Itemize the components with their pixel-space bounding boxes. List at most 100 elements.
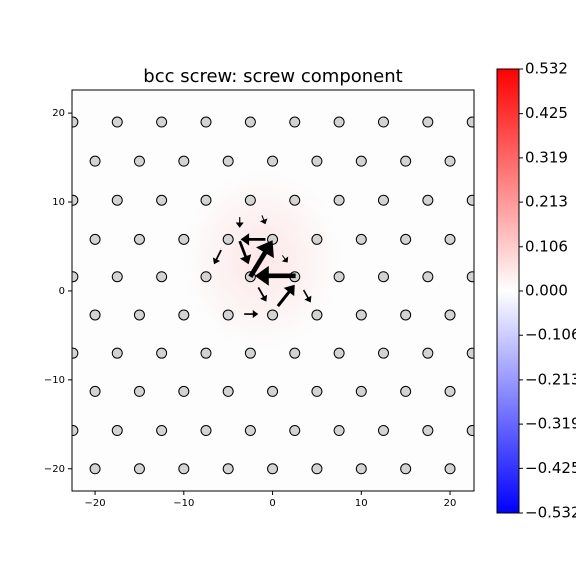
atom <box>156 271 168 283</box>
y-tick-label: 0 <box>59 286 65 297</box>
colorbar <box>496 68 520 514</box>
atom <box>111 347 123 359</box>
plot-area <box>72 90 474 491</box>
atom <box>244 425 256 437</box>
atom <box>444 463 456 475</box>
atom <box>156 347 168 359</box>
atom <box>355 463 367 475</box>
atom <box>422 347 434 359</box>
atom <box>200 425 212 437</box>
atom <box>422 194 434 206</box>
displacement-arrow <box>248 240 274 278</box>
colorbar-tick-label: −0.213 <box>525 370 576 388</box>
atom <box>333 425 345 437</box>
y-tick-label: −20 <box>44 464 65 475</box>
atom <box>444 233 456 245</box>
atom <box>377 116 389 128</box>
atom <box>244 194 256 206</box>
atom <box>333 271 345 283</box>
y-tick-label: 10 <box>52 197 65 208</box>
colorbar-tick-label: 0.319 <box>525 148 568 166</box>
atom <box>200 194 212 206</box>
y-tick-label: −10 <box>44 375 65 386</box>
atom <box>466 194 474 206</box>
colorbar-tick-label: 0.106 <box>525 237 568 255</box>
atom <box>444 155 456 167</box>
atom <box>222 385 234 397</box>
atom <box>466 425 474 437</box>
displacement-arrow <box>257 286 268 302</box>
colorbar-tick-label: −0.532 <box>525 504 576 522</box>
atom <box>400 309 412 321</box>
atom <box>111 194 123 206</box>
atom <box>267 385 279 397</box>
atom <box>89 155 101 167</box>
atom <box>311 385 323 397</box>
atom <box>311 463 323 475</box>
displacement-arrow <box>212 249 222 265</box>
displacement-arrow <box>302 289 312 303</box>
displacement-arrow <box>254 265 296 286</box>
atom <box>400 233 412 245</box>
colorbar-tick-label: 0.000 <box>525 282 568 300</box>
atom <box>156 194 168 206</box>
atom <box>333 116 345 128</box>
displacement-arrow <box>276 284 295 307</box>
atom <box>289 194 301 206</box>
atom <box>222 155 234 167</box>
atom <box>72 425 79 437</box>
atom <box>72 116 79 128</box>
atom <box>355 233 367 245</box>
atom <box>400 385 412 397</box>
atom <box>466 116 474 128</box>
atom <box>422 271 434 283</box>
atom <box>244 116 256 128</box>
atom <box>289 116 301 128</box>
atom <box>333 347 345 359</box>
displacement-arrow <box>244 310 259 319</box>
atom <box>133 155 145 167</box>
atom <box>200 271 212 283</box>
atom <box>422 425 434 437</box>
x-tick-label: −10 <box>173 498 194 509</box>
atom <box>133 385 145 397</box>
atom <box>377 347 389 359</box>
atom <box>133 233 145 245</box>
x-tick-label: −20 <box>85 498 106 509</box>
atom <box>200 116 212 128</box>
atom <box>111 116 123 128</box>
atom <box>89 233 101 245</box>
atom <box>178 463 190 475</box>
atom <box>466 271 474 283</box>
atom <box>267 463 279 475</box>
atom <box>156 425 168 437</box>
x-tick-label: 20 <box>444 498 457 509</box>
atom <box>289 347 301 359</box>
atom <box>89 385 101 397</box>
atom <box>89 463 101 475</box>
atom <box>222 233 234 245</box>
atom <box>311 309 323 321</box>
atom <box>267 309 279 321</box>
chart-title: bcc screw: screw component <box>143 66 402 87</box>
displacement-arrow <box>240 233 266 246</box>
x-tick-label: 0 <box>269 498 275 509</box>
atom <box>222 309 234 321</box>
atom <box>133 309 145 321</box>
atom <box>377 271 389 283</box>
atom <box>311 233 323 245</box>
atom <box>422 116 434 128</box>
atom <box>72 271 79 283</box>
atom <box>89 309 101 321</box>
atom <box>289 425 301 437</box>
atom <box>178 155 190 167</box>
atom <box>133 463 145 475</box>
displacement-arrow <box>238 240 252 265</box>
atom <box>156 116 168 128</box>
atom <box>444 385 456 397</box>
atom <box>111 425 123 437</box>
atom <box>178 385 190 397</box>
colorbar-tick-label: −0.106 <box>525 326 576 344</box>
displacement-arrow <box>235 217 244 228</box>
colorbar-tick-label: −0.319 <box>525 415 576 433</box>
